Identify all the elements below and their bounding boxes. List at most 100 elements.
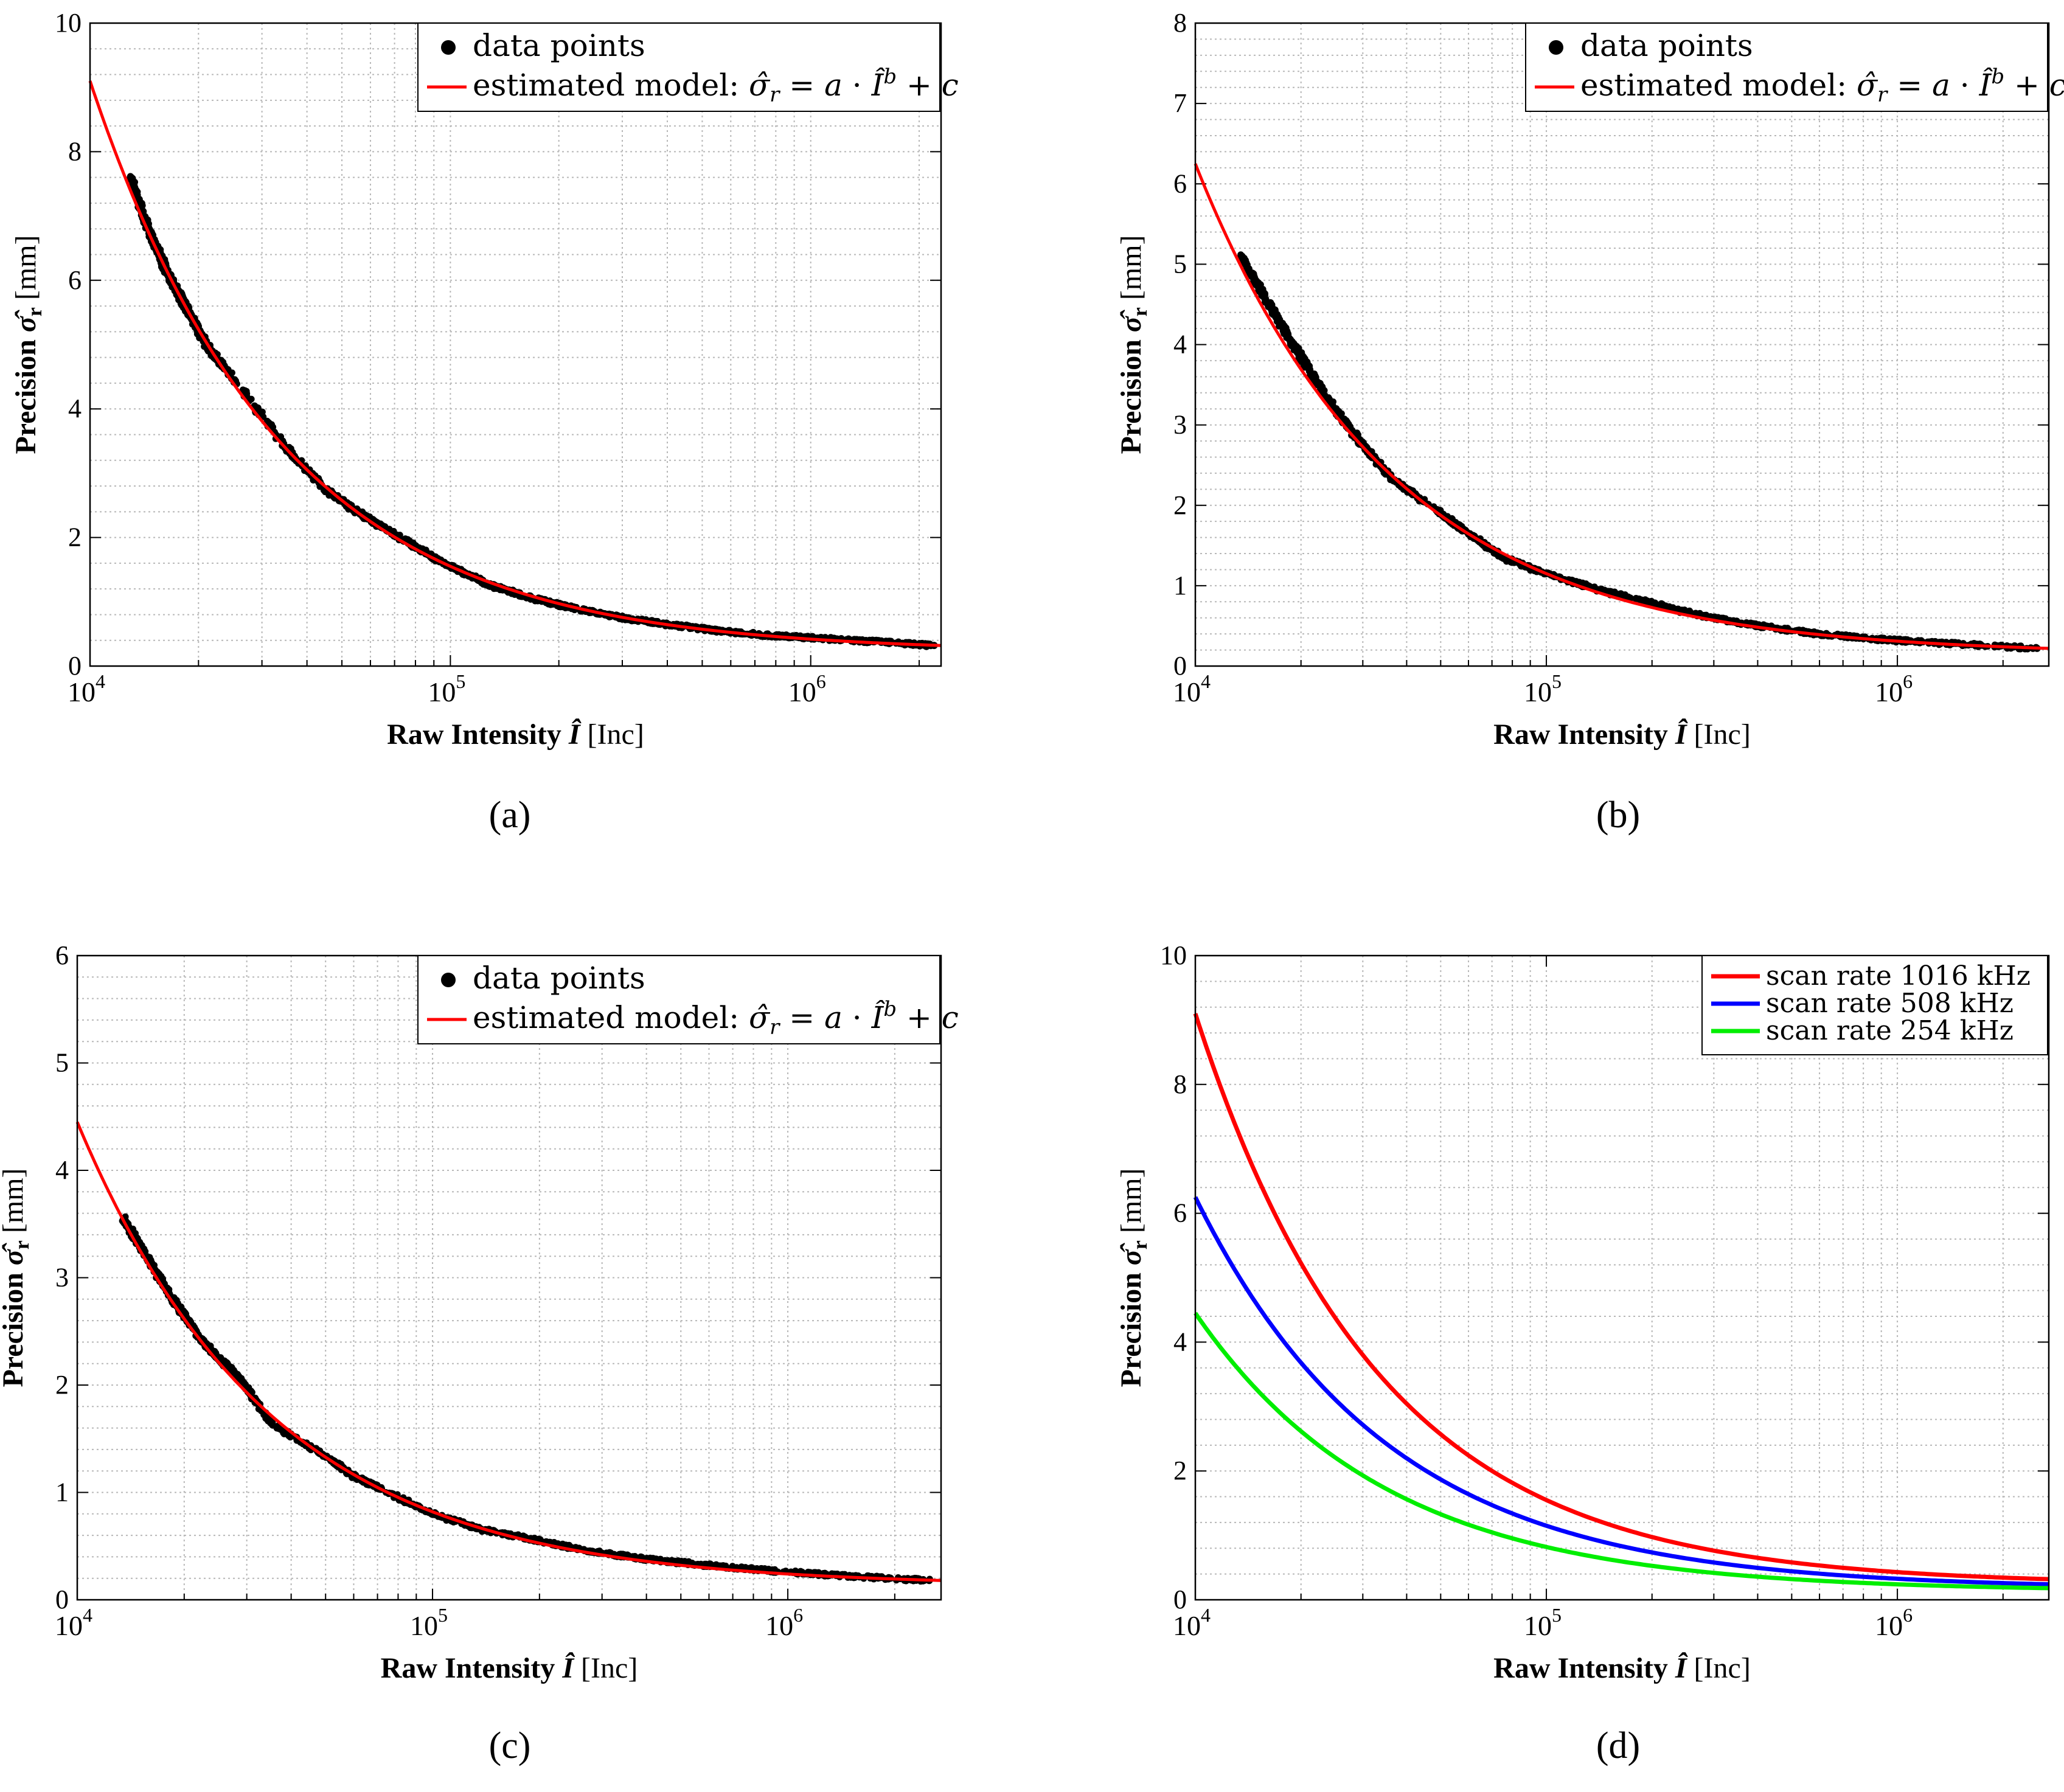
- legend-label: data points: [1580, 28, 1753, 63]
- series-group: [1194, 163, 2049, 653]
- x-tick-label: 106: [1875, 670, 1913, 707]
- y-tick-label: 0: [68, 651, 82, 681]
- y-tick-label: 5: [1173, 249, 1187, 279]
- panel-caption: (c): [489, 1725, 531, 1766]
- data-point: [136, 198, 144, 205]
- y-tick-label: 7: [1173, 88, 1187, 118]
- legend-label: data points: [473, 960, 645, 996]
- data-point: [1509, 559, 1516, 566]
- y-axis-label: Precision σ̂r [mm]: [1115, 235, 1152, 454]
- y-tick-label: 5: [55, 1048, 69, 1078]
- y-tick-label: 4: [55, 1155, 69, 1185]
- x-tick-label: 105: [410, 1604, 448, 1641]
- data-point: [1576, 578, 1583, 586]
- legend-label: data points: [473, 28, 645, 63]
- data-point: [1632, 594, 1639, 602]
- y-tick-label: 2: [1173, 1456, 1187, 1485]
- data-point: [1298, 355, 1305, 362]
- y-tick-label: 8: [68, 136, 82, 166]
- legend-label: estimated model: σ̂r = a · Îb + c: [473, 64, 959, 107]
- plot-area: [77, 956, 941, 1600]
- y-tick-label: 6: [1173, 1198, 1187, 1228]
- legend-box: [417, 23, 940, 112]
- data-point: [133, 192, 141, 199]
- data-point: [1284, 327, 1291, 335]
- data-point: [1327, 399, 1335, 406]
- x-tick-label: 105: [1524, 670, 1562, 707]
- y-tick-label: 4: [1173, 1327, 1187, 1356]
- x-axis-label: Raw Intensity Î [Inc]: [1493, 1651, 1751, 1684]
- y-tick-label: 8: [1173, 8, 1187, 38]
- data-point: [1273, 313, 1280, 321]
- panel-caption: (a): [489, 794, 531, 836]
- data-point: [1283, 334, 1290, 341]
- data-point: [1290, 346, 1298, 353]
- data-point: [1239, 252, 1246, 260]
- data-point: [1666, 603, 1673, 610]
- data-point-cluster: [1237, 251, 1262, 290]
- y-tick-label: 1: [55, 1478, 69, 1507]
- data-point: [1268, 304, 1275, 311]
- y-tick-label: 0: [1173, 651, 1187, 681]
- grid: [89, 23, 941, 667]
- y-tick-label: 4: [68, 394, 82, 423]
- data-point: [1343, 418, 1350, 426]
- series-group: [88, 80, 942, 650]
- x-axis-label: Raw Intensity Î [Inc]: [1493, 718, 1751, 751]
- legend-dot-icon: [441, 973, 456, 987]
- data-point: [1597, 585, 1605, 592]
- legend-label: scan rate 508 kHz: [1766, 988, 2014, 1019]
- data-point: [269, 1421, 276, 1428]
- data-point-cluster: [1252, 280, 1281, 322]
- x-tick-label: 106: [765, 1604, 803, 1641]
- y-tick-label: 2: [1173, 490, 1187, 520]
- x-tick-label: 105: [1524, 1604, 1562, 1641]
- y-tick-label: 10: [1160, 940, 1187, 970]
- x-tick-label: 106: [1875, 1604, 1913, 1641]
- data-point: [1277, 322, 1285, 329]
- legend-label: scan rate 254 kHz: [1766, 1015, 2014, 1046]
- data-point: [269, 423, 277, 431]
- data-point: [1259, 286, 1267, 293]
- data-point: [275, 1425, 282, 1432]
- y-tick-label: 6: [1173, 168, 1187, 198]
- data-point: [1298, 349, 1305, 356]
- y-tick-label: 8: [1173, 1069, 1187, 1099]
- y-tick-label: 4: [1173, 330, 1187, 359]
- x-tick-label: 104: [1173, 670, 1211, 707]
- data-point: [1301, 361, 1308, 368]
- data-point: [131, 187, 139, 194]
- panel-caption: (b): [1596, 794, 1640, 836]
- plot-area: [90, 23, 941, 666]
- data-point: [1306, 363, 1313, 370]
- data-point-cluster: [1289, 341, 1319, 383]
- y-tick-label: 6: [55, 940, 69, 970]
- x-tick-label: 104: [68, 670, 105, 707]
- y-tick-label: 3: [55, 1263, 69, 1293]
- y-tick-label: 3: [1173, 410, 1187, 440]
- data-point: [1241, 259, 1248, 266]
- legend-label: scan rate 1016 kHz: [1766, 960, 2031, 992]
- data-point: [1319, 388, 1327, 395]
- data-point: [1307, 369, 1314, 376]
- y-axis-label: Precision σ̂r [mm]: [1115, 1168, 1152, 1387]
- x-tick-label: 105: [428, 670, 465, 707]
- data-point: [1261, 299, 1268, 306]
- x-tick-label: 104: [55, 1604, 92, 1641]
- y-tick-label: 2: [55, 1370, 69, 1400]
- x-axis-label: Raw Intensity Î [Inc]: [387, 718, 644, 751]
- y-axis-label: Precision σ̂r [mm]: [0, 1168, 33, 1387]
- data-point: [243, 390, 251, 397]
- data-point: [228, 1364, 235, 1371]
- data-point: [1248, 270, 1255, 277]
- legend-dot-icon: [441, 40, 456, 55]
- legend-dot-icon: [1549, 40, 1563, 55]
- data-point: [1682, 608, 1689, 615]
